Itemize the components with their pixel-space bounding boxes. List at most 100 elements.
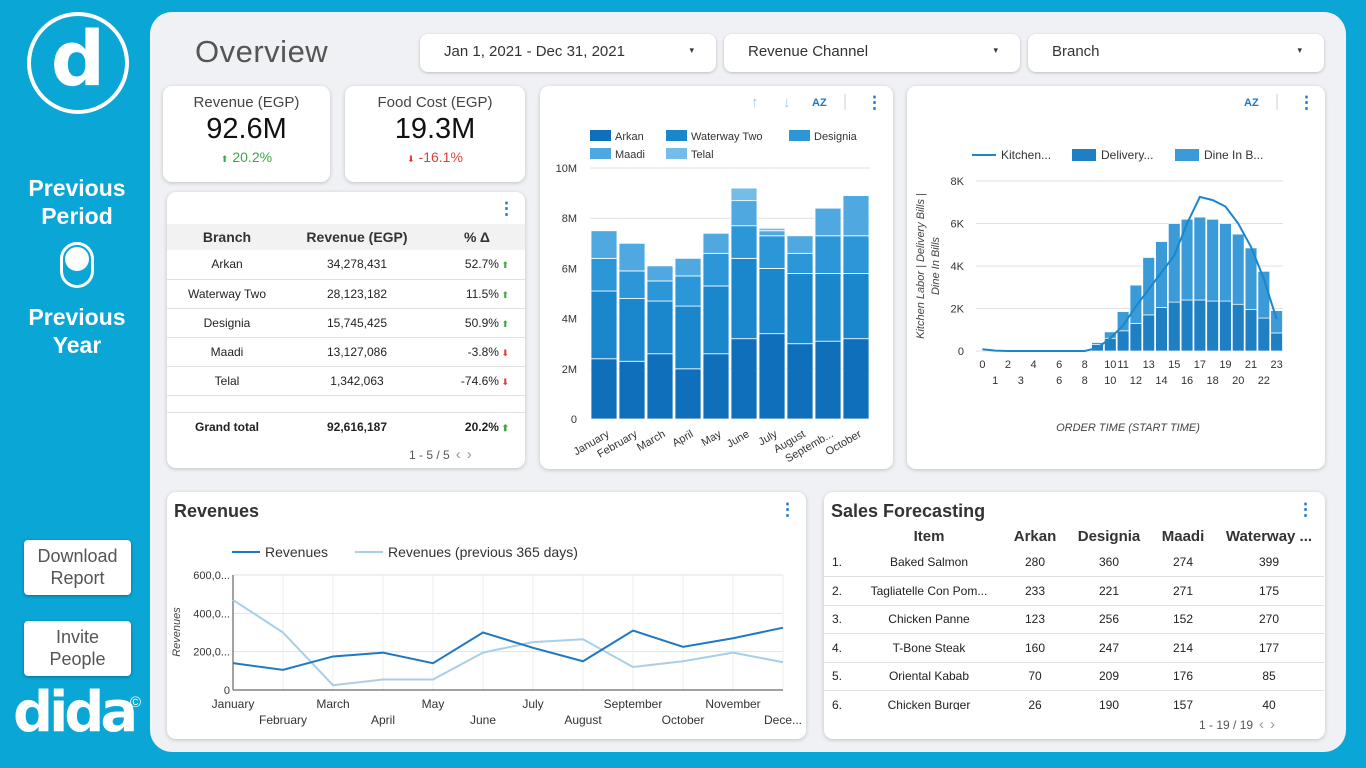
table-row[interactable]: Telal 1,342,063 -74.6% ⬇ xyxy=(167,366,525,396)
table-row[interactable]: 5. Oriental Kabab 70 209 176 85 xyxy=(824,662,1324,691)
bar-segment[interactable] xyxy=(842,273,870,340)
revenue-channel-filter[interactable]: Revenue Channel ▾ xyxy=(724,34,1020,72)
bar-segment[interactable] xyxy=(1155,241,1168,308)
bar-segment[interactable] xyxy=(1270,310,1283,334)
bar-segment[interactable] xyxy=(1155,307,1168,352)
bar-segment[interactable] xyxy=(646,265,674,282)
table-row[interactable]: Designia 15,745,425 50.9% ⬆ xyxy=(167,308,525,338)
bar-segment[interactable] xyxy=(842,338,870,420)
bar-segment[interactable] xyxy=(730,257,758,340)
table-row[interactable]: Arkan 34,278,431 52.7% ⬆ xyxy=(167,250,525,280)
more-options-icon[interactable]: ⋮ xyxy=(1298,93,1315,112)
bar-segment[interactable] xyxy=(618,242,646,272)
date-range-picker[interactable]: Jan 1, 2021 - Dec 31, 2021 ▾ xyxy=(420,34,716,72)
bar-segment[interactable] xyxy=(730,200,758,227)
branch-filter[interactable]: Branch ▾ xyxy=(1028,34,1324,72)
bar-segment[interactable] xyxy=(842,235,870,274)
more-options-icon[interactable]: ⋮ xyxy=(779,500,796,519)
bar-segment[interactable] xyxy=(702,285,730,355)
bar-segment[interactable] xyxy=(758,230,786,237)
bar-segment[interactable] xyxy=(674,257,702,277)
sort-down-icon[interactable]: ↓ xyxy=(783,94,791,111)
bar-segment[interactable] xyxy=(730,225,758,259)
bar-segment[interactable] xyxy=(786,235,814,254)
bar-segment[interactable] xyxy=(1257,317,1271,352)
sort-up-icon[interactable]: ↑ xyxy=(751,94,759,111)
bar-segment[interactable] xyxy=(1129,284,1143,324)
bar-segment[interactable] xyxy=(758,227,786,232)
bar-segment[interactable] xyxy=(1142,314,1155,352)
col-header-branch[interactable]: Branch xyxy=(167,224,287,250)
bar-segment[interactable] xyxy=(674,305,702,370)
bar-segment[interactable] xyxy=(786,252,814,274)
table-row[interactable]: 1. Baked Salmon 280 360 274 399 xyxy=(824,548,1324,577)
col-header-pct[interactable]: % Δ xyxy=(427,224,525,250)
bar-segment[interactable] xyxy=(646,300,674,355)
bar-segment[interactable] xyxy=(730,187,758,202)
bar-segment[interactable] xyxy=(646,353,674,420)
bar-segment[interactable] xyxy=(758,333,786,420)
bar-segment[interactable] xyxy=(618,360,646,420)
bar-segment[interactable] xyxy=(618,298,646,362)
bar-segment[interactable] xyxy=(646,280,674,302)
bar-segment[interactable] xyxy=(1193,299,1207,352)
sort-az-icon[interactable]: AZ xyxy=(1244,97,1259,109)
chevron-left-icon[interactable]: ‹ xyxy=(1259,716,1265,733)
download-report-button[interactable]: Download Report xyxy=(24,540,131,595)
bar-segment[interactable] xyxy=(1206,300,1219,352)
col-header-maadi[interactable]: Maadi xyxy=(1161,527,1205,545)
series-line[interactable] xyxy=(232,626,784,671)
bar-segment[interactable] xyxy=(1244,309,1258,352)
bar-segment[interactable] xyxy=(590,290,618,360)
more-options-icon[interactable]: ⋮ xyxy=(866,93,883,112)
col-header-designia[interactable]: Designia xyxy=(1077,527,1141,545)
bar-segment[interactable] xyxy=(1193,216,1207,301)
bar-segment[interactable] xyxy=(1231,303,1245,352)
chevron-right-icon[interactable]: › xyxy=(466,446,472,463)
bar-segment[interactable] xyxy=(1116,311,1130,332)
invite-people-button[interactable]: Invite People xyxy=(24,621,131,676)
bar-segment[interactable] xyxy=(1270,332,1283,352)
bar-segment[interactable] xyxy=(1219,300,1232,352)
table-row[interactable]: 6. Chicken Burger 26 190 157 40 xyxy=(824,690,1324,710)
bar-segment[interactable] xyxy=(702,252,730,287)
bar-segment[interactable] xyxy=(1206,218,1219,302)
period-toggle[interactable] xyxy=(60,242,94,288)
bar-segment[interactable] xyxy=(1129,323,1143,352)
bar-segment[interactable] xyxy=(1219,223,1232,302)
bar-segment[interactable] xyxy=(814,207,842,237)
bar-segment[interactable] xyxy=(590,358,618,420)
col-header-revenue[interactable]: Revenue (EGP) xyxy=(287,224,427,250)
bar-segment[interactable] xyxy=(814,273,842,342)
table-row[interactable]: Waterway Two 28,123,182 11.5% ⬆ xyxy=(167,279,525,309)
bar-segment[interactable] xyxy=(842,195,870,237)
dida-logo[interactable]: d xyxy=(27,12,129,114)
bar-segment[interactable] xyxy=(1180,299,1194,352)
bar-segment[interactable] xyxy=(786,273,814,345)
table-row[interactable]: 4. T-Bone Steak 160 247 214 177 xyxy=(824,633,1324,663)
bar-segment[interactable] xyxy=(590,230,618,259)
previous-period-label[interactable]: Previous Period xyxy=(0,174,154,230)
table-row[interactable]: 3. Chicken Panne 123 256 152 270 xyxy=(824,605,1324,634)
bar-segment[interactable] xyxy=(814,235,842,274)
series-line[interactable] xyxy=(232,599,784,687)
more-options-icon[interactable]: ⋮ xyxy=(1297,500,1314,519)
col-header-waterway[interactable]: Waterway ... xyxy=(1225,527,1313,545)
bar-segment[interactable] xyxy=(702,353,730,420)
more-options-icon[interactable]: ⋮ xyxy=(498,199,515,218)
bar-segment[interactable] xyxy=(674,275,702,307)
bar-segment[interactable] xyxy=(758,267,786,335)
sort-az-icon[interactable]: AZ xyxy=(812,97,827,109)
bar-segment[interactable] xyxy=(730,338,758,420)
bar-segment[interactable] xyxy=(1168,223,1181,303)
previous-year-label[interactable]: Previous Year xyxy=(0,303,154,359)
forecast-table-viewport[interactable]: Item Arkan Designia Maadi Waterway ... 1… xyxy=(824,524,1325,710)
col-header-arkan[interactable]: Arkan xyxy=(1013,527,1057,545)
bar-segment[interactable] xyxy=(1168,301,1181,352)
bar-segment[interactable] xyxy=(1142,257,1155,316)
bar-segment[interactable] xyxy=(1116,330,1130,352)
bar-segment[interactable] xyxy=(702,232,730,254)
bar-segment[interactable] xyxy=(674,368,702,420)
bar-segment[interactable] xyxy=(758,235,786,269)
bar-segment[interactable] xyxy=(1231,233,1245,305)
